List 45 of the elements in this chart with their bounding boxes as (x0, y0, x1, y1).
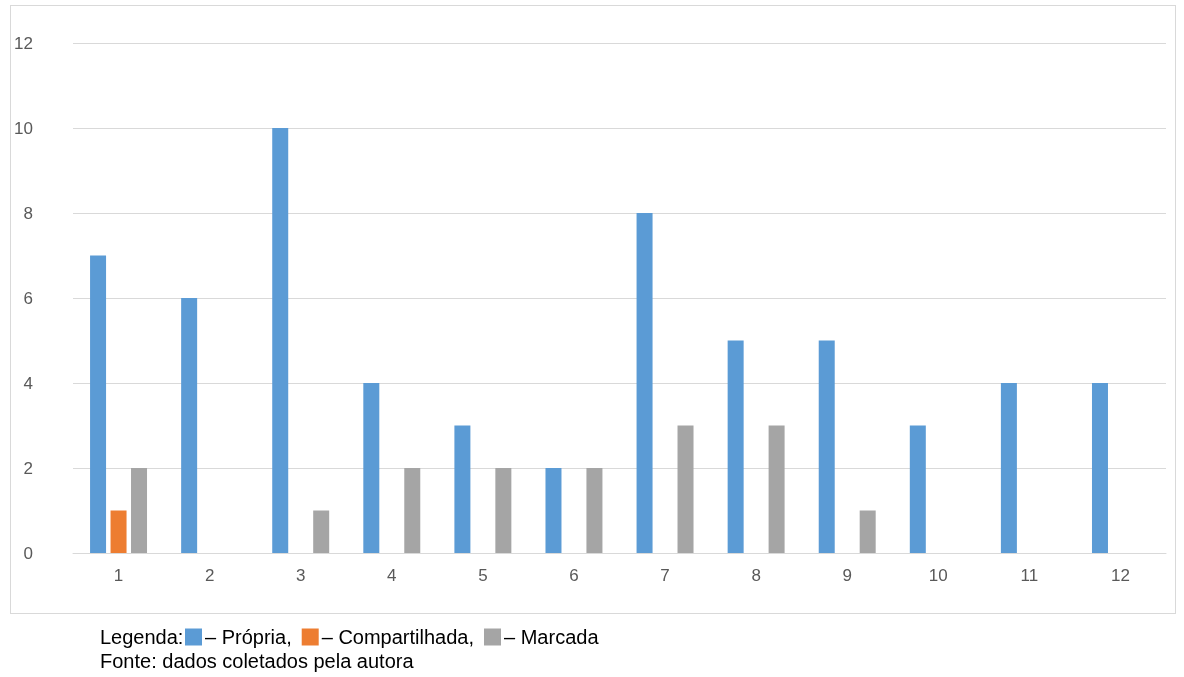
bar (313, 510, 330, 553)
x-tick-label: 8 (751, 566, 761, 585)
bar (363, 383, 380, 553)
bar (495, 468, 512, 553)
source-note: Fonte: dados coletados pela autora (100, 650, 415, 672)
bar (454, 425, 471, 553)
bar (909, 425, 926, 553)
x-tick-label: 7 (660, 566, 670, 585)
bar (768, 425, 785, 553)
legend-label: – Própria, (205, 626, 292, 648)
x-tick-label: 6 (569, 566, 579, 585)
bar (404, 468, 421, 553)
bar (727, 340, 744, 553)
legend-label: – Marcada (504, 626, 600, 648)
bar (818, 340, 835, 553)
bar (586, 468, 603, 553)
x-tick-label: 4 (387, 566, 397, 585)
bar (677, 425, 694, 553)
bar (131, 468, 148, 553)
x-tick-label: 9 (842, 566, 852, 585)
bar (110, 510, 127, 553)
x-tick-label: 10 (928, 566, 948, 585)
y-tick-label: 8 (23, 203, 33, 223)
y-tick-label: 10 (14, 118, 33, 138)
legend-title: Legenda: (100, 626, 184, 648)
x-tick-label: 2 (204, 566, 215, 585)
y-tick-label: 2 (23, 458, 33, 478)
x-tick-label: 1 (113, 566, 124, 585)
bar (859, 510, 876, 553)
y-tick-label: 4 (23, 373, 33, 393)
y-tick-label: 0 (23, 543, 33, 563)
bar (90, 255, 107, 553)
bar (1000, 383, 1017, 553)
y-tick-label: 6 (23, 288, 33, 308)
bar (636, 213, 653, 553)
bar (1091, 383, 1108, 553)
y-tick-label: 12 (14, 33, 33, 53)
x-tick-label: 5 (478, 566, 488, 585)
x-tick-label: 11 (1020, 566, 1039, 585)
bar (181, 298, 198, 553)
legend-label: – Compartilhada, (321, 626, 475, 648)
x-tick-label: 12 (1111, 566, 1130, 585)
bar (272, 128, 289, 553)
x-tick-label: 3 (295, 566, 306, 585)
bar (545, 468, 562, 553)
